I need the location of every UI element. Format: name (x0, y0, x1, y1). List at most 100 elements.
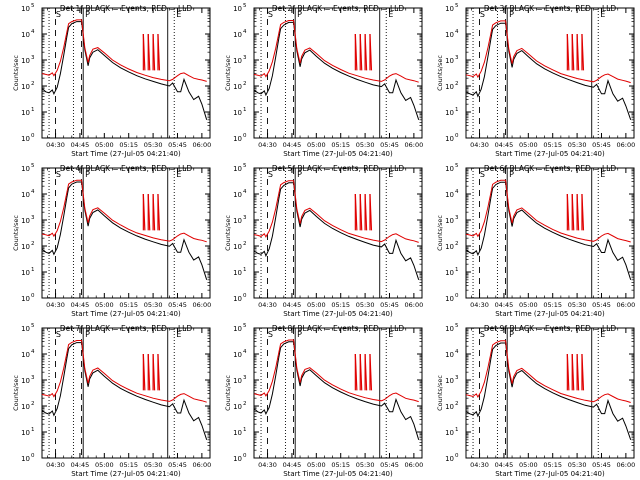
lld-spike (571, 353, 575, 391)
y-tick-label: 10 (233, 243, 242, 251)
time-marker-label: S (56, 170, 61, 179)
lld-spike (157, 353, 161, 391)
y-tick-label-exponent: 4 (455, 349, 459, 355)
panel-title: Det 7f BLACK = Events, RED = LLD (60, 324, 193, 333)
x-tick-label: 04:30 (470, 141, 489, 149)
y-tick-label-exponent: 0 (243, 453, 247, 459)
y-tick-label-exponent: 4 (455, 189, 459, 195)
y-tick-label-exponent: 1 (243, 427, 247, 433)
y-tick-label-exponent: 0 (31, 453, 35, 459)
y-tick-label-exponent: 1 (31, 427, 35, 433)
x-axis-label: Start Time (27-Jul-05 04:21:40) (495, 310, 605, 318)
x-axis-label: Start Time (27-Jul-05 04:21:40) (71, 150, 181, 158)
x-tick-label: 06:00 (617, 461, 636, 469)
time-marker-label: S (480, 10, 485, 19)
x-tick-label: 06:00 (193, 141, 212, 149)
y-tick-label-exponent: 2 (243, 241, 247, 247)
y-tick-label: 10 (445, 83, 454, 91)
y-tick-label-exponent: 3 (243, 215, 247, 221)
y-tick-label-exponent: 2 (455, 81, 459, 87)
x-tick-label: 05:00 (519, 301, 538, 309)
x-axis-label: Start Time (27-Jul-05 04:21:40) (283, 470, 393, 478)
x-tick-label: 04:30 (46, 461, 65, 469)
x-axis-label: Start Time (27-Jul-05 04:21:40) (495, 470, 605, 478)
y-axis-label: Counts/sec (436, 55, 444, 91)
y-tick-label: 10 (233, 295, 242, 303)
y-tick-label-exponent: 3 (455, 215, 459, 221)
series-line-lld (253, 20, 419, 83)
x-tick-label: 04:45 (495, 301, 514, 309)
time-marker-label: S (56, 330, 61, 339)
y-tick-label: 10 (21, 165, 30, 173)
x-tick-label: 04:45 (283, 141, 302, 149)
lld-spike (576, 353, 580, 391)
series-line-lld (253, 180, 419, 243)
y-tick-label: 10 (21, 269, 30, 277)
y-tick-label-exponent: 0 (455, 453, 459, 459)
y-tick-label-exponent: 5 (455, 323, 459, 329)
y-tick-label: 10 (233, 217, 242, 225)
lld-spike (364, 33, 368, 71)
time-marker-label: S (268, 170, 273, 179)
time-marker-label: P (297, 10, 302, 19)
x-tick-label: 05:45 (380, 461, 399, 469)
plot-frame (253, 327, 423, 459)
x-tick-label: 05:00 (95, 301, 114, 309)
x-tick-label: 04:45 (495, 141, 514, 149)
x-tick-label: 05:15 (543, 461, 562, 469)
y-tick-label: 10 (445, 325, 454, 333)
lld-spike (566, 193, 570, 231)
time-marker-label: P (509, 170, 514, 179)
x-tick-label: 06:00 (617, 301, 636, 309)
lld-spike (359, 193, 363, 231)
y-tick-label: 10 (21, 135, 30, 143)
time-marker-label: P (297, 170, 302, 179)
y-tick-label-exponent: 2 (243, 401, 247, 407)
y-axis-label: Counts/sec (224, 375, 232, 411)
y-tick-label-exponent: 4 (31, 349, 35, 355)
series-line-events (41, 21, 208, 120)
y-tick-label: 10 (233, 377, 242, 385)
y-tick-label-exponent: 3 (455, 375, 459, 381)
time-marker-label: P (509, 10, 514, 19)
y-tick-label: 10 (445, 351, 454, 359)
y-tick-label-exponent: 4 (31, 29, 35, 35)
y-tick-label-exponent: 3 (243, 375, 247, 381)
time-marker-label: E (600, 170, 605, 179)
y-tick-label-exponent: 5 (31, 3, 35, 9)
x-tick-label: 06:00 (405, 301, 424, 309)
y-tick-label: 10 (233, 191, 242, 199)
x-tick-label: 05:15 (331, 141, 350, 149)
y-tick-label: 10 (21, 429, 30, 437)
x-tick-label: 05:00 (519, 461, 538, 469)
plot-frame (465, 327, 635, 459)
plot-frame (253, 167, 423, 299)
y-axis-label: Counts/sec (436, 375, 444, 411)
x-tick-label: 06:00 (193, 461, 212, 469)
series-line-lld (465, 179, 631, 243)
y-tick-label: 10 (445, 57, 454, 65)
y-tick-label: 10 (445, 191, 454, 199)
lld-spike (157, 33, 161, 71)
panel-title: Det 9f BLACK = Events, RED = LLD (484, 324, 617, 333)
y-tick-label: 10 (445, 295, 454, 303)
x-tick-label: 04:30 (470, 461, 489, 469)
lld-spike (142, 193, 146, 231)
y-tick-label-exponent: 0 (455, 293, 459, 299)
x-tick-label: 05:45 (168, 141, 187, 149)
y-tick-label-exponent: 0 (455, 133, 459, 139)
y-tick-label: 10 (445, 135, 454, 143)
time-marker-label: S (480, 330, 485, 339)
x-tick-label: 06:00 (405, 141, 424, 149)
x-tick-label: 05:00 (95, 461, 114, 469)
y-tick-label: 10 (233, 165, 242, 173)
y-tick-label-exponent: 5 (455, 163, 459, 169)
lld-spike (576, 33, 580, 71)
y-tick-label-exponent: 4 (243, 349, 247, 355)
x-tick-label: 05:00 (307, 141, 326, 149)
y-tick-label: 10 (445, 429, 454, 437)
time-marker-label: E (388, 330, 393, 339)
